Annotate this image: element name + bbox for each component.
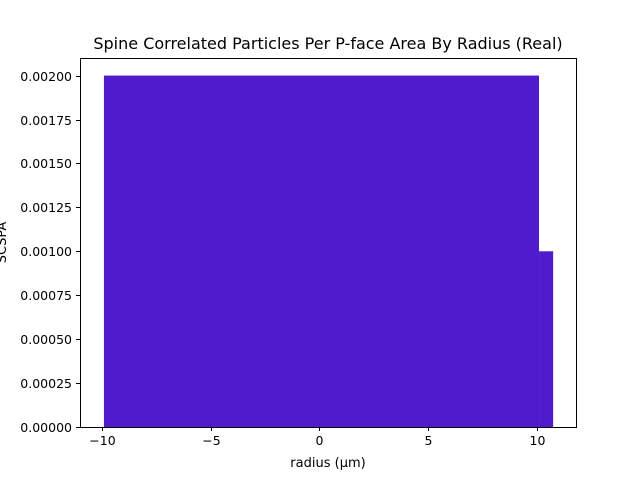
y-tick-label: 0.00125 (20, 200, 72, 215)
x-tick-label: −10 (89, 433, 115, 448)
x-tick-label: 10 (530, 433, 546, 448)
y-tick-label: 0.00200 (20, 69, 72, 84)
x-tick-label: −5 (202, 433, 220, 448)
x-tick-label: 0 (316, 433, 324, 448)
bars-layer (103, 75, 554, 428)
y-tick-label: 0.00100 (20, 244, 72, 259)
y-tick-label: 0.00050 (20, 332, 72, 347)
y-tick-label: 0.00000 (20, 420, 72, 435)
bar-1 (539, 251, 554, 427)
y-tick-label: 0.00075 (20, 288, 72, 303)
plot-frame (80, 58, 577, 428)
y-tick-label: 0.00025 (20, 376, 72, 391)
chart-title: Spine Correlated Particles Per P-face Ar… (93, 34, 562, 53)
y-tick-label: 0.00175 (20, 113, 72, 128)
bar-0 (103, 75, 540, 428)
x-tick-label: 5 (425, 433, 433, 448)
x-axis-label: radius (μm) (290, 456, 365, 471)
y-tick-label: 0.00150 (20, 156, 72, 171)
ticks-layer: −10 −5 0 5 10 0.00000 0.00025 0.00050 0.00075 0.0… (20, 69, 545, 448)
y-axis-label: SCSPA (0, 222, 10, 264)
